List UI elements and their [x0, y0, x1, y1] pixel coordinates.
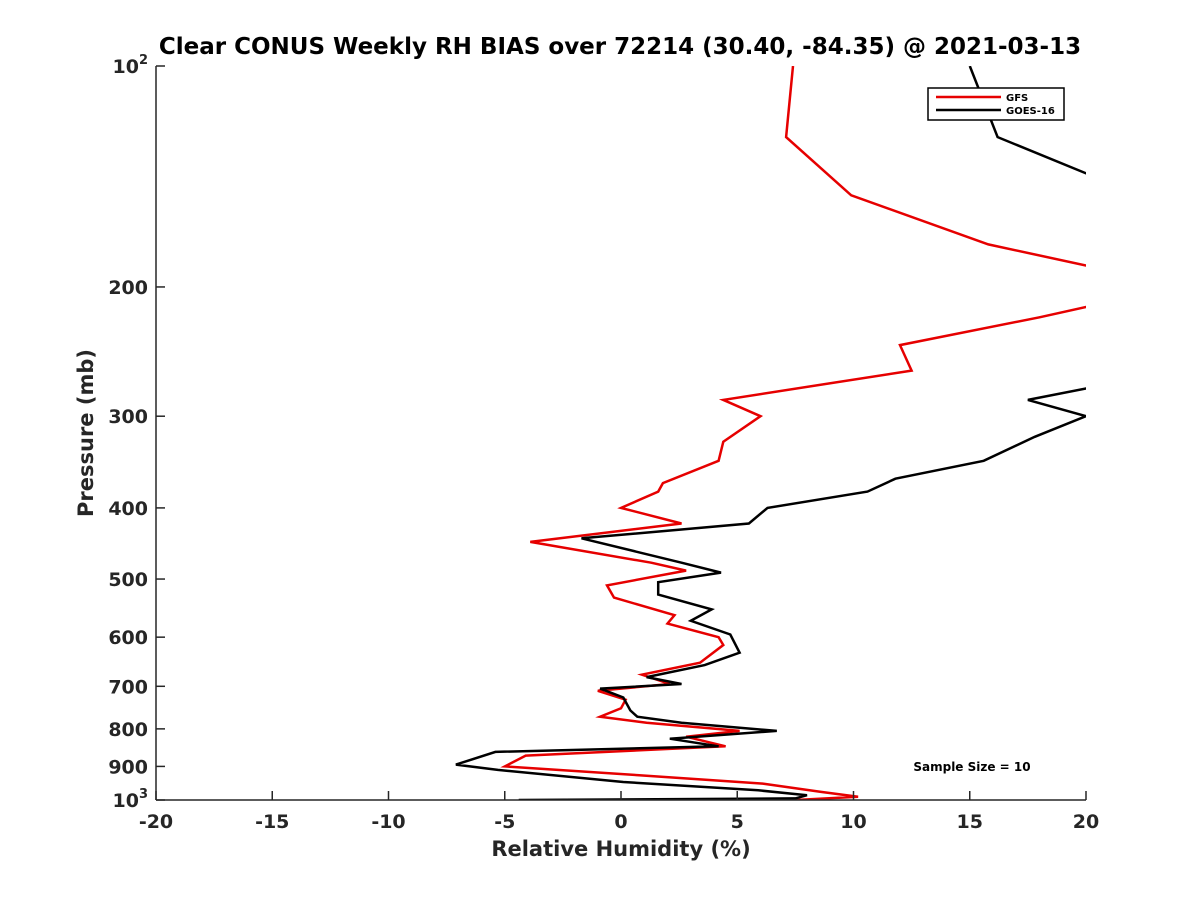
legend-label-gfs: GFS	[1006, 93, 1028, 104]
series-line-gfs	[500, 66, 1086, 800]
y-tick-label: 500	[108, 569, 148, 591]
legend-box	[927, 87, 1065, 121]
y-tick-label: 102	[113, 53, 149, 78]
y-tick-label: 103	[113, 787, 149, 812]
y-tick-label: 900	[108, 756, 148, 778]
x-ticks: -20 -15 -10 -5 0 5 10 15 20	[139, 791, 1099, 833]
series-line-goes16	[455, 66, 1086, 800]
x-axis-label: Relative Humidity (%)	[491, 837, 750, 861]
x-tick-label: -10	[371, 811, 405, 833]
y-tick-label: 700	[108, 676, 148, 698]
x-tick-label: -20	[139, 811, 173, 833]
series-layer	[455, 66, 1086, 800]
x-tick-label: -5	[494, 811, 515, 833]
legend: GFS GOES-16	[927, 87, 1065, 121]
x-tick-label: 0	[614, 811, 627, 833]
x-tick-label: 20	[1073, 811, 1099, 833]
y-tick-label: 400	[108, 498, 148, 520]
legend-label-goes16: GOES-16	[1006, 106, 1055, 117]
x-tick-label: 10	[840, 811, 866, 833]
x-tick-label: -15	[255, 811, 289, 833]
y-tick-label: 600	[108, 627, 148, 649]
y-tick-label: 200	[108, 277, 148, 299]
y-tick-label: 300	[108, 406, 148, 428]
chart-title: Clear CONUS Weekly RH BIAS over 72214 (3…	[159, 34, 1081, 60]
y-axis-label: Pressure (mb)	[74, 349, 98, 517]
x-tick-label: 15	[957, 811, 983, 833]
sample-size-annotation: Sample Size = 10	[913, 760, 1030, 774]
y-tick-label: 800	[108, 719, 148, 741]
x-tick-label: 5	[731, 811, 744, 833]
y-ticks: 102 200 300 400 500 600 700 800 900 103	[108, 53, 165, 812]
